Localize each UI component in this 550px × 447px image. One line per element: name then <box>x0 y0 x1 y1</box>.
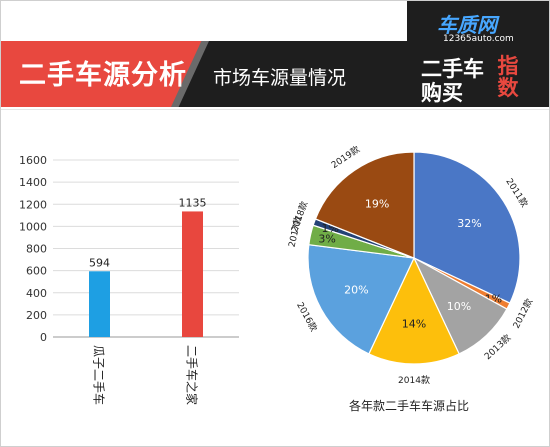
y-tick-label: 600 <box>26 265 47 278</box>
header-title: 二手车源分析 <box>19 60 187 91</box>
logo-brand: 车质网 <box>437 13 497 37</box>
header-subtitle: 市场车源量情况 <box>213 67 347 89</box>
pie-caption: 各年款二手车车源占比 <box>349 399 470 413</box>
pie-value-label: 3% <box>318 233 335 246</box>
logo-index-text: 指数 <box>497 54 519 100</box>
x-category-label: 瓜子二手车 <box>92 345 107 405</box>
pie-slice <box>314 151 415 259</box>
y-tick-label: 400 <box>26 287 47 300</box>
logo-background <box>407 1 549 107</box>
pie-category-label: 2012款 <box>510 296 535 330</box>
logo-line1: 二手车 <box>421 57 484 81</box>
pie-slice <box>307 244 415 355</box>
pie-category-label: 2011款 <box>503 176 530 209</box>
y-tick-label: 200 <box>26 309 47 322</box>
y-tick-label: 1000 <box>19 220 47 233</box>
y-tick-label: 1600 <box>19 154 47 167</box>
bar-value-label: 1135 <box>179 196 207 209</box>
pie-slice <box>413 151 521 304</box>
pie-category-label: 2016款 <box>294 300 320 334</box>
pie-category-label: 2014款 <box>398 374 430 386</box>
y-tick-label: 1400 <box>19 176 47 189</box>
pie-value-label: 20% <box>344 284 368 297</box>
y-tick-label: 0 <box>40 331 47 344</box>
x-category-label: 二手车之家 <box>185 345 200 405</box>
pie-category-label: 2019款 <box>329 143 362 171</box>
header-divider <box>1 109 549 110</box>
pie-value-label: 14% <box>402 318 426 331</box>
pie-value-label: 19% <box>365 198 389 211</box>
y-tick-label: 800 <box>26 243 47 256</box>
bar-value-label: 594 <box>89 256 110 269</box>
pie-category-label: 2018款 <box>288 200 310 234</box>
pie-slice <box>368 256 460 365</box>
logo-line2: 购买 <box>421 81 463 105</box>
bar <box>182 211 203 337</box>
pie-value-label: 10% <box>447 300 471 313</box>
header-title-block <box>1 41 203 107</box>
logo-index-mark: 指数 <box>495 55 521 99</box>
pie-value-label: 32% <box>457 217 481 230</box>
logo-url: 12365auto.com <box>443 34 514 44</box>
y-tick-label: 1200 <box>19 198 47 211</box>
bar <box>89 271 110 337</box>
